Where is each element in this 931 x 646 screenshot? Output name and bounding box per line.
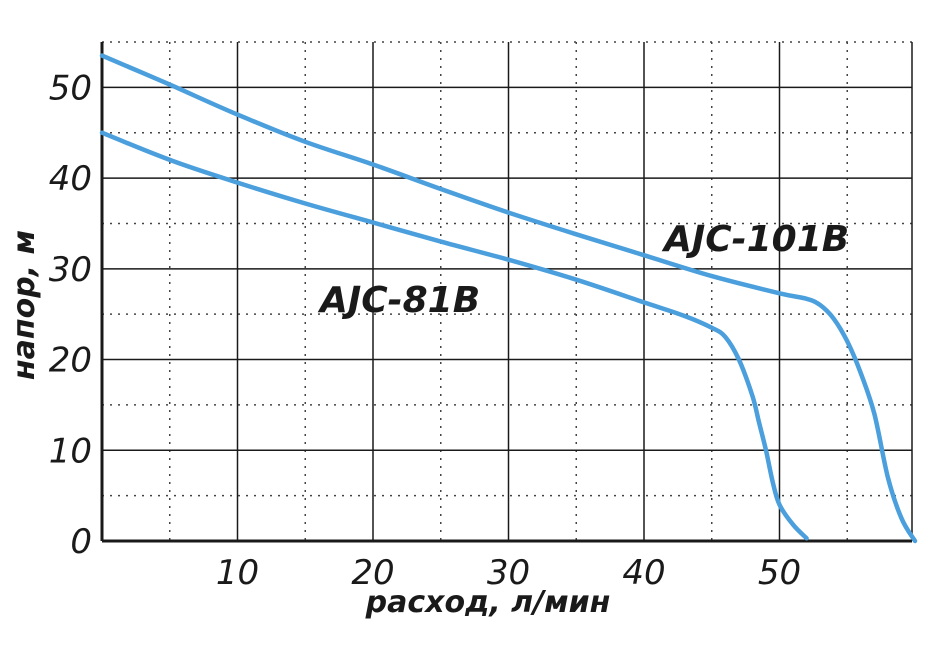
x-tick-20: 20: [351, 553, 394, 593]
series-line-ajc-81b: [99, 130, 809, 541]
series-curves: [99, 53, 918, 544]
y-tick-10: 10: [49, 431, 92, 471]
y-tick-30: 30: [49, 250, 92, 290]
series-label-ajc-101b: AJC-101B: [661, 219, 849, 260]
series-label-ajc-81b: AJC-81B: [317, 280, 480, 321]
x-tick-30: 30: [487, 553, 530, 593]
minor-grid: [102, 41, 912, 541]
series-line-ajc-101b: [99, 53, 918, 544]
y-tick-20: 20: [49, 341, 92, 381]
x-axis-title: расход, л/мин: [365, 585, 611, 620]
y-tick-labels: 0 10 20 30 40 50: [49, 68, 92, 562]
y-tick-40: 40: [49, 159, 92, 199]
axes: [100, 42, 912, 543]
x-tick-10: 10: [216, 553, 259, 593]
y-axis-title: напор, м: [7, 230, 42, 380]
x-tick-40: 40: [622, 553, 665, 593]
major-grid: [102, 42, 913, 541]
y-tick-50: 50: [49, 68, 92, 108]
x-tick-50: 50: [758, 553, 801, 593]
x-tick-labels: 10 20 30 40 50: [216, 553, 801, 593]
y-tick-0: 0: [70, 522, 92, 562]
